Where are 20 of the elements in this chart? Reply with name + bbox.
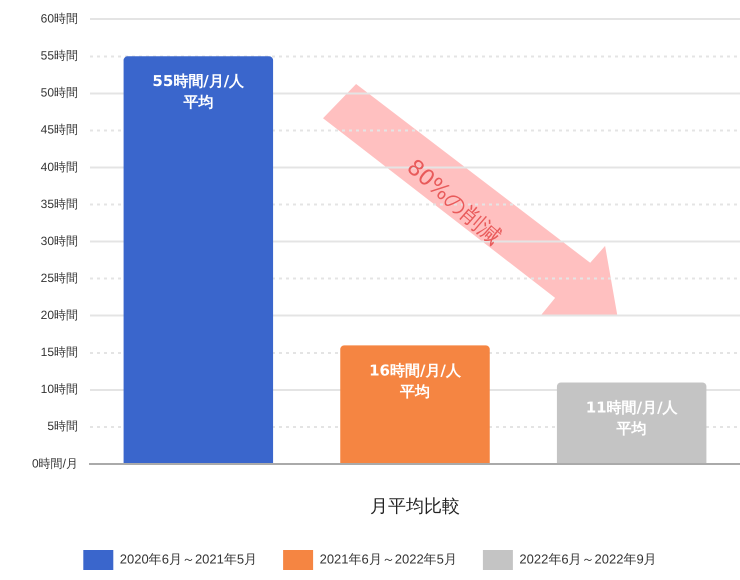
y-tick-label: 55時間 — [40, 48, 78, 63]
legend-label: 2021年6月～2022年5月 — [320, 552, 457, 567]
y-tick-label: 50時間 — [40, 86, 78, 100]
legend-label: 2020年6月～2021年5月 — [120, 552, 258, 567]
y-tick-label: 40時間 — [40, 160, 78, 174]
y-tick-label: 25時間 — [40, 270, 78, 285]
y-tick-label: 15時間 — [40, 345, 78, 360]
y-tick-label: 20時間 — [40, 308, 78, 322]
y-tick-label: 35時間 — [40, 196, 78, 211]
data-label: 55時間/月/人平均 — [152, 72, 246, 112]
y-tick-label: 10時間 — [40, 382, 78, 396]
y-tick-label: 5時間 — [47, 419, 78, 434]
legend-label: 2022年6月～2022年9月 — [519, 552, 657, 567]
x-axis-title: 月平均比較 — [370, 496, 460, 516]
data-label: 11時間/月/人平均 — [586, 398, 679, 438]
y-tick-label: 0時間/月 — [32, 456, 78, 470]
y-tick-label: 30時間 — [40, 234, 78, 248]
data-label: 16時間/月/人平均 — [369, 361, 462, 400]
y-tick-label: 60時間 — [40, 12, 78, 26]
y-tick-label: 45時間 — [40, 122, 78, 137]
